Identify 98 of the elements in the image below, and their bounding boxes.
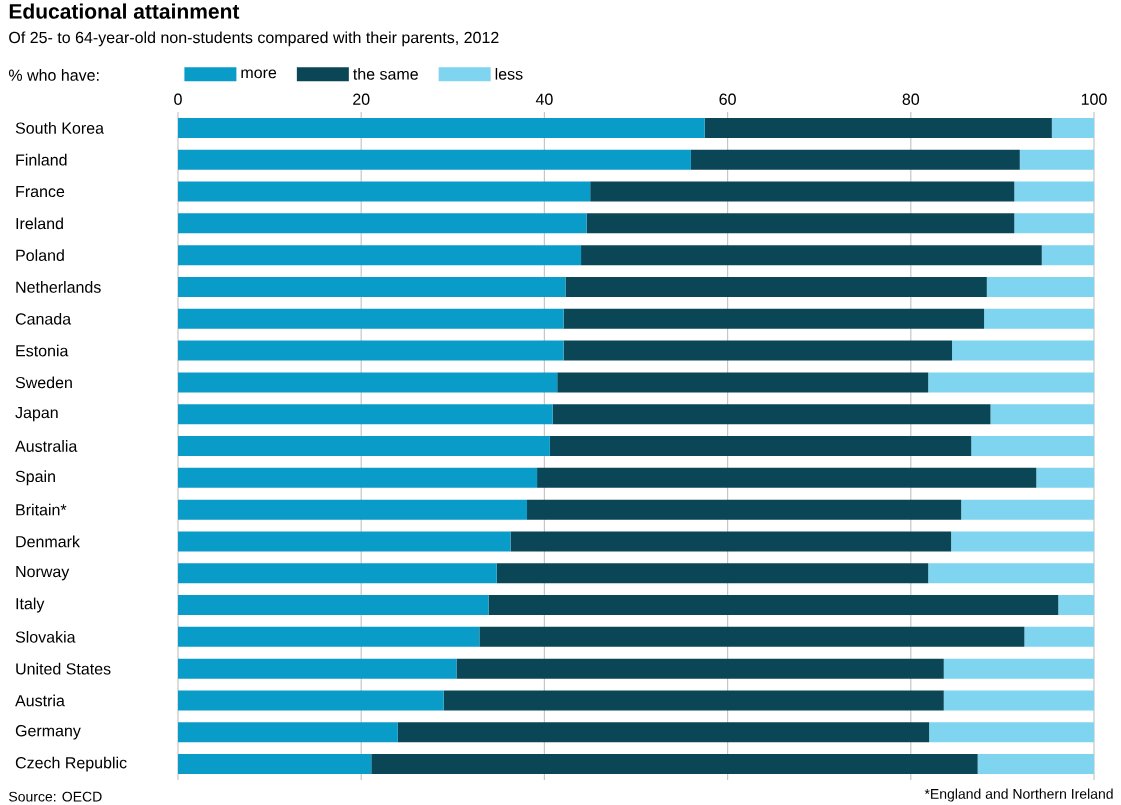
bar <box>178 563 497 584</box>
bar <box>581 245 1042 266</box>
bar <box>510 531 952 552</box>
bar <box>178 658 457 679</box>
bar <box>557 372 929 393</box>
bar <box>986 276 1094 297</box>
bar <box>527 499 962 520</box>
bar <box>563 308 985 329</box>
bar <box>943 690 1094 711</box>
bar <box>178 245 582 266</box>
bar <box>586 213 1015 234</box>
bar <box>951 531 1094 552</box>
bar <box>929 722 1094 743</box>
bar <box>1019 149 1094 170</box>
y-tick-label: Netherlands <box>16 281 101 293</box>
x-tick-label: 80 <box>902 93 920 105</box>
bar <box>552 404 991 425</box>
bar <box>178 340 564 361</box>
y-tick-label: Finland <box>16 153 67 166</box>
bar <box>1058 595 1094 616</box>
y-tick-label: Britain* <box>16 503 67 516</box>
x-tick-label: 20 <box>353 93 370 105</box>
bar <box>704 117 1052 138</box>
bar <box>971 436 1094 457</box>
x-tick-label: 0 <box>174 93 182 105</box>
x-tick-label: 100 <box>1081 93 1107 105</box>
y-tick-label: Australia <box>15 440 78 452</box>
bar <box>178 213 587 234</box>
bar <box>178 436 550 457</box>
bar <box>990 404 1094 425</box>
bar <box>1014 181 1094 202</box>
bar <box>943 658 1094 679</box>
bar <box>690 149 1020 170</box>
y-tick-label: Denmark <box>16 535 80 548</box>
bar <box>178 181 591 202</box>
bar <box>565 276 987 297</box>
bar <box>371 754 978 775</box>
y-tick-label: Ireland <box>16 217 63 230</box>
bar <box>479 626 1025 647</box>
bar <box>178 467 538 488</box>
bar <box>178 499 527 520</box>
y-tick-label: Poland <box>16 249 64 262</box>
bar <box>178 626 480 647</box>
bar <box>590 181 1015 202</box>
bar <box>984 308 1094 329</box>
bar <box>549 436 972 457</box>
bar <box>977 754 1094 775</box>
y-tick-label: France <box>16 185 65 198</box>
y-tick-label: Sweden <box>15 376 72 389</box>
source-note: Source: OECD <box>9 791 102 802</box>
bar <box>178 722 398 743</box>
legend-title: % who have: <box>8 69 99 81</box>
y-tick-label: Austria <box>15 694 65 707</box>
bar <box>178 372 558 393</box>
bar <box>178 308 564 329</box>
bar <box>1041 245 1094 266</box>
bar <box>178 531 511 552</box>
bar <box>178 404 553 425</box>
bar <box>178 595 489 616</box>
bar <box>1036 467 1094 488</box>
legend-label: more <box>241 69 277 79</box>
bar <box>928 372 1094 393</box>
x-tick-label: 40 <box>535 93 553 105</box>
bar <box>1024 626 1094 647</box>
bar <box>952 340 1094 361</box>
y-tick-label: United States <box>16 662 111 675</box>
bar <box>1014 213 1094 234</box>
bar <box>537 467 1037 488</box>
bar <box>928 563 1094 584</box>
legend-label: less <box>495 67 523 80</box>
y-tick-label: Canada <box>15 312 72 325</box>
bar <box>178 276 566 297</box>
chart-subtitle: Of 25- to 64-year-old non-students compared with their parents, 2012 <box>9 31 499 47</box>
bar <box>456 658 944 679</box>
bar <box>961 499 1094 520</box>
bar <box>178 754 372 775</box>
bar <box>178 149 691 170</box>
y-tick-label: Spain <box>15 470 55 486</box>
bar <box>488 595 1059 616</box>
bar <box>1051 117 1094 138</box>
bar <box>178 690 444 711</box>
y-tick-label: South Korea <box>15 122 104 134</box>
bar <box>563 340 953 361</box>
x-tick-label: 60 <box>719 93 736 105</box>
legend-label: the same <box>353 67 418 80</box>
chart-title: Educational attainment <box>9 3 240 19</box>
y-tick-label: Japan <box>15 407 58 422</box>
y-tick-label: Germany <box>15 725 81 740</box>
y-tick-label: Italy <box>16 597 45 613</box>
y-tick-label: Czech Republic <box>15 756 127 772</box>
y-tick-label: Estonia <box>16 344 69 357</box>
bar <box>178 117 705 138</box>
y-tick-label: Norway <box>16 566 70 581</box>
bar <box>443 690 944 711</box>
y-tick-label: Slovakia <box>15 630 76 643</box>
text: *England and Northern Ireland <box>924 788 1113 802</box>
bar <box>397 722 930 743</box>
bar <box>496 563 929 584</box>
